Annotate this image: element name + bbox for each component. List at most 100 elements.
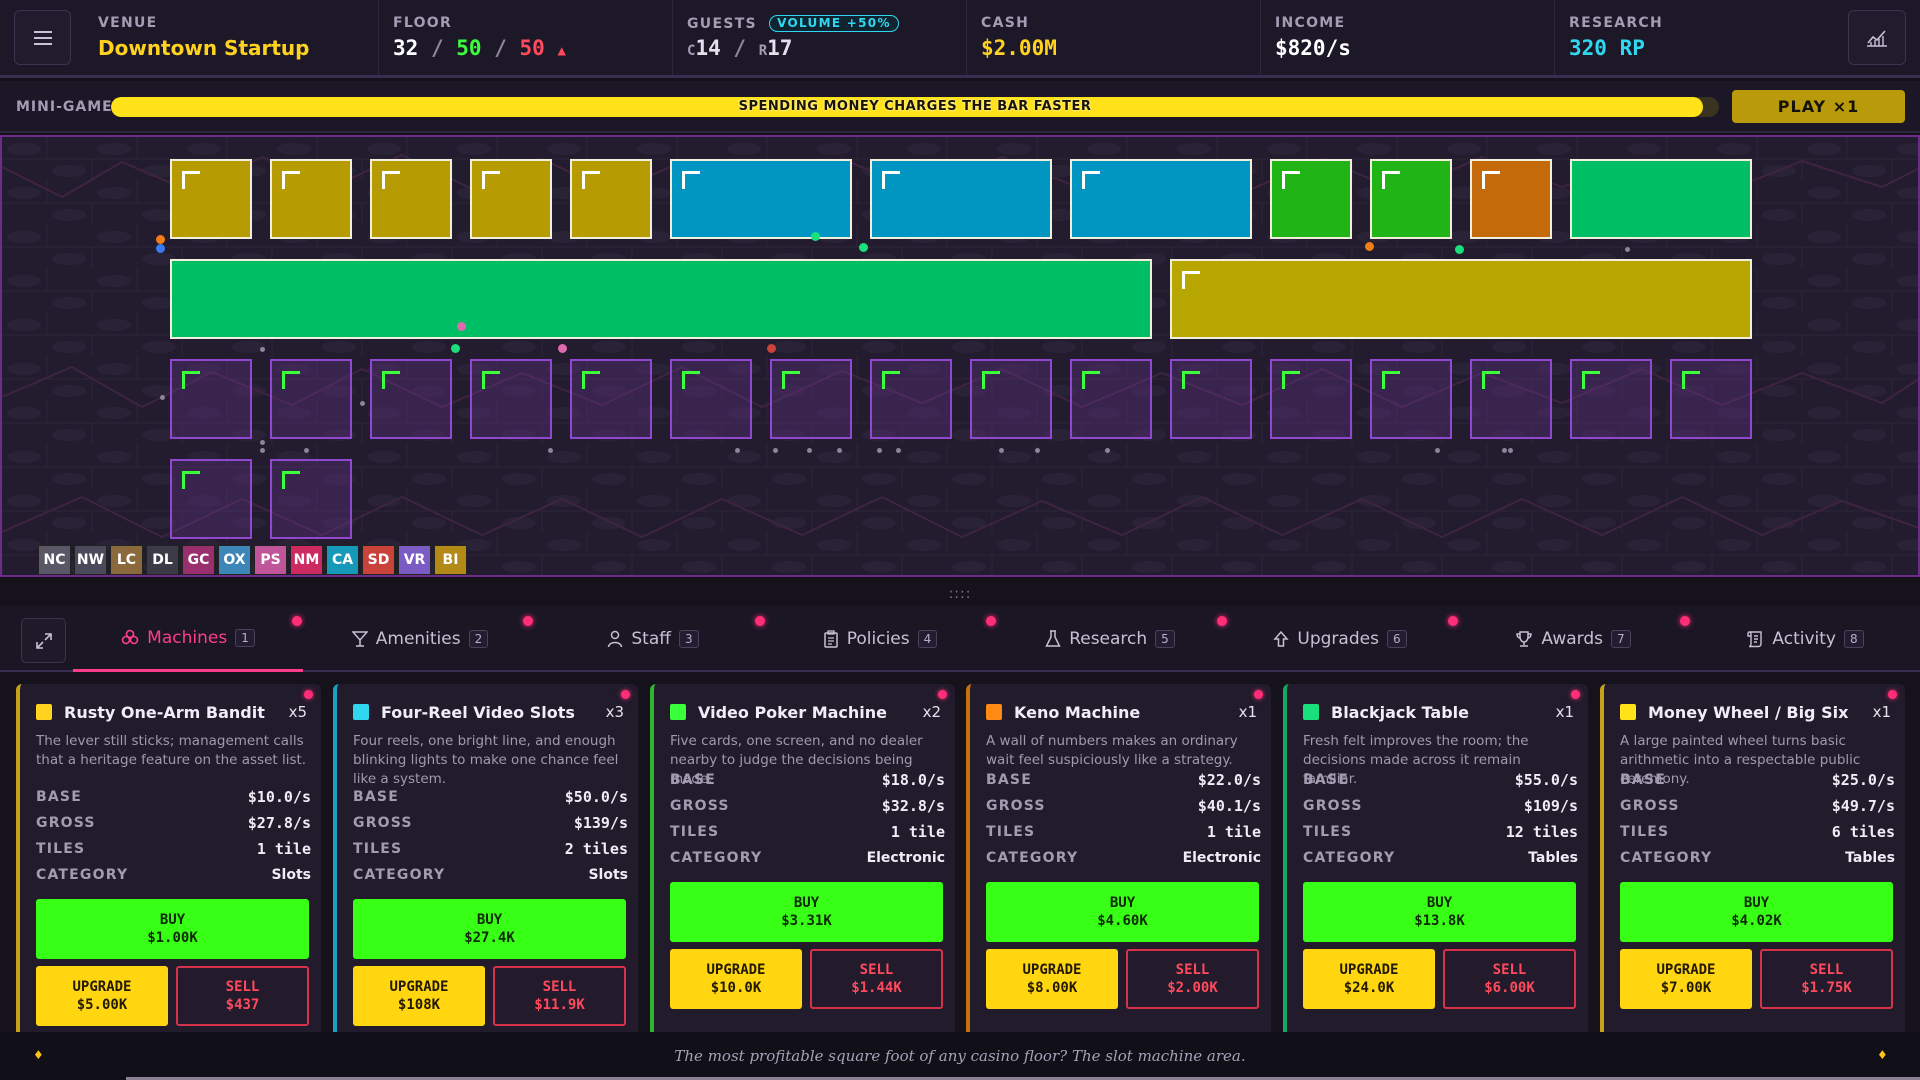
- buy-button[interactable]: BUY $13.8K: [1303, 882, 1576, 942]
- slot-corner: [1582, 371, 1600, 389]
- machine-keno[interactable]: [1470, 159, 1552, 239]
- machine-video-slots[interactable]: [870, 159, 1052, 239]
- sell-button[interactable]: SELL $6.00K: [1443, 949, 1576, 1009]
- sell-price: $6.00K: [1484, 980, 1535, 996]
- machine-video-poker[interactable]: [1270, 159, 1352, 239]
- upgrade-button[interactable]: UPGRADE $108K: [353, 966, 485, 1026]
- legend-chip-gc[interactable]: GC: [182, 545, 215, 575]
- empty-slot[interactable]: [1670, 359, 1752, 439]
- tab-count: 4: [917, 630, 938, 648]
- income-stat: INCOME $820/s: [1260, 0, 1554, 75]
- guest-marker-small: [304, 448, 309, 453]
- stat-label: BASE: [670, 772, 716, 788]
- machine-rusty-bandit[interactable]: [170, 159, 252, 239]
- buy-button[interactable]: BUY $1.00K: [36, 899, 309, 959]
- empty-slot[interactable]: [1470, 359, 1552, 439]
- empty-slot[interactable]: [170, 359, 252, 439]
- empty-slot[interactable]: [1270, 359, 1352, 439]
- stat-row-category: CATEGORY Tables: [1303, 845, 1578, 871]
- tab-label: Amenities: [375, 629, 461, 649]
- guest-marker-small: [1502, 448, 1507, 453]
- legend-chip-vr[interactable]: VR: [398, 545, 431, 575]
- upgrade-button[interactable]: UPGRADE $5.00K: [36, 966, 168, 1026]
- upgrade-button[interactable]: UPGRADE $7.00K: [1620, 949, 1752, 1009]
- empty-slot[interactable]: [1370, 359, 1452, 439]
- empty-slot[interactable]: [470, 359, 552, 439]
- machine-name: Money Wheel / Big Six: [1648, 702, 1849, 722]
- buy-button[interactable]: BUY $27.4K: [353, 899, 626, 959]
- empty-slot[interactable]: [170, 459, 252, 539]
- machine-rusty-bandit[interactable]: [370, 159, 452, 239]
- tab-amenities[interactable]: Amenities 2: [304, 606, 536, 672]
- empty-slot[interactable]: [670, 359, 752, 439]
- machine-rusty-bandit[interactable]: [470, 159, 552, 239]
- casino-floor[interactable]: NC NW LC DL GC OX PS NM CA SD VR BI: [0, 135, 1920, 577]
- empty-slot[interactable]: [270, 459, 352, 539]
- empty-slot[interactable]: [970, 359, 1052, 439]
- machine-blackjack-table[interactable]: [1570, 159, 1752, 239]
- legend-chip-nm[interactable]: NM: [290, 545, 323, 575]
- empty-slot[interactable]: [870, 359, 952, 439]
- buy-button[interactable]: BUY $3.31K: [670, 882, 943, 942]
- legend-chip-ca[interactable]: CA: [326, 545, 359, 575]
- panel-resize-handle[interactable]: ::::: [948, 586, 972, 602]
- upgrade-button[interactable]: UPGRADE $10.0K: [670, 949, 802, 1009]
- menu-button[interactable]: [14, 10, 71, 65]
- upgrade-button[interactable]: UPGRADE $24.0K: [1303, 949, 1435, 1009]
- guest-marker-small: [1625, 247, 1630, 252]
- tab-staff[interactable]: Staff 3: [537, 606, 769, 672]
- machine-corner: [1282, 171, 1300, 189]
- legend-chip-sd[interactable]: SD: [362, 545, 395, 575]
- machine-video-poker[interactable]: [1370, 159, 1452, 239]
- empty-slot[interactable]: [770, 359, 852, 439]
- guest-marker-small: [360, 401, 365, 406]
- tab-activity[interactable]: Activity 8: [1689, 606, 1920, 672]
- empty-slot[interactable]: [1570, 359, 1652, 439]
- machine-quantity: x2: [922, 703, 941, 721]
- stat-value: 1 tile: [1206, 823, 1261, 841]
- tab-policies[interactable]: Policies 4: [764, 606, 996, 672]
- sell-button[interactable]: SELL $1.44K: [810, 949, 943, 1009]
- empty-slot[interactable]: [370, 359, 452, 439]
- empty-slot[interactable]: [570, 359, 652, 439]
- legend-chip-bi[interactable]: BI: [434, 545, 467, 575]
- machine-money-wheel[interactable]: [1170, 259, 1752, 339]
- research-value: 320 RP: [1569, 36, 1645, 60]
- legend-chip-ps[interactable]: PS: [254, 545, 287, 575]
- legend-chip-lc[interactable]: LC: [110, 545, 143, 575]
- legend-chip-dl[interactable]: DL: [146, 545, 179, 575]
- machine-rusty-bandit[interactable]: [570, 159, 652, 239]
- buy-button[interactable]: BUY $4.60K: [986, 882, 1259, 942]
- cocktail-icon: [351, 630, 368, 648]
- tab-upgrades[interactable]: Upgrades 6: [1224, 606, 1456, 672]
- tab-machines[interactable]: Machines 1: [73, 606, 303, 672]
- empty-slot[interactable]: [270, 359, 352, 439]
- sell-button[interactable]: SELL $437: [176, 966, 309, 1026]
- play-minigame-button[interactable]: PLAY ×1: [1732, 90, 1905, 123]
- legend-chip-ox[interactable]: OX: [218, 545, 251, 575]
- legend-chip-nc[interactable]: NC: [38, 545, 71, 575]
- tab-label: Research: [1069, 629, 1148, 649]
- empty-slot[interactable]: [1170, 359, 1252, 439]
- tab-awards[interactable]: Awards 7: [1457, 606, 1689, 672]
- buy-button[interactable]: BUY $4.02K: [1620, 882, 1893, 942]
- stat-row-tiles: TILES 12 tiles: [1303, 819, 1578, 845]
- tab-research[interactable]: Research 5: [994, 606, 1226, 672]
- machine-blackjack-table[interactable]: [170, 259, 1152, 339]
- warning-arrow-icon: ▲: [557, 43, 566, 59]
- slot-corner: [982, 371, 1000, 389]
- machine-rusty-bandit[interactable]: [270, 159, 352, 239]
- legend-chip-nw[interactable]: NW: [74, 545, 107, 575]
- stat-label: CATEGORY: [36, 867, 129, 883]
- sell-button[interactable]: SELL $11.9K: [493, 966, 626, 1026]
- sell-button[interactable]: SELL $2.00K: [1126, 949, 1259, 1009]
- stats-chart-button[interactable]: [1848, 10, 1906, 65]
- research-label: RESEARCH: [1569, 15, 1663, 31]
- machine-video-slots[interactable]: [1070, 159, 1252, 239]
- empty-slot[interactable]: [1070, 359, 1152, 439]
- expand-panel-button[interactable]: [21, 618, 66, 663]
- machine-video-slots[interactable]: [670, 159, 852, 239]
- machine-corner: [482, 171, 500, 189]
- upgrade-button[interactable]: UPGRADE $8.00K: [986, 949, 1118, 1009]
- sell-button[interactable]: SELL $1.75K: [1760, 949, 1893, 1009]
